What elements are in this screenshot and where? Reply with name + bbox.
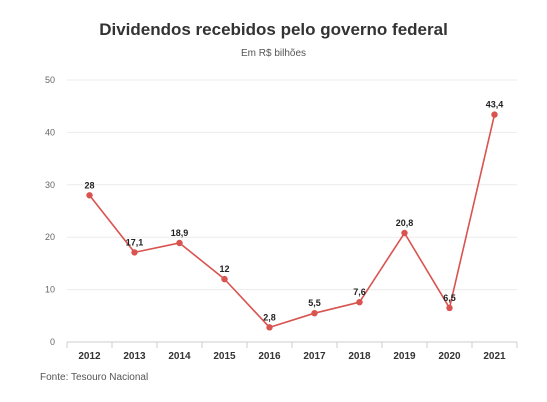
x-tick-label: 2015 [213, 351, 236, 362]
data-label: 5,5 [308, 298, 321, 308]
x-tick-label: 2019 [393, 351, 416, 362]
data-point[interactable] [401, 229, 408, 237]
series-dividendos [86, 111, 498, 331]
x-tick-label: 2014 [168, 351, 191, 362]
data-labels: 28 17,1 18,9 12 2,8 5,5 7,6 20,8 6,5 43,4 [84, 100, 503, 323]
chart-subtitle: Em R$ bilhões [240, 48, 307, 59]
data-point[interactable] [176, 239, 183, 247]
x-tick-label: 2018 [348, 351, 371, 362]
y-tick-label: 30 [45, 180, 55, 190]
data-label: 6,5 [443, 293, 456, 303]
x-axis: 2012 2013 2014 2015 2016 2017 2018 2019 2020 2021 [66, 342, 518, 362]
x-tick-label: 2021 [483, 351, 506, 362]
x-tick-label: 2020 [438, 351, 461, 362]
data-point[interactable] [491, 111, 498, 118]
data-label: 43,4 [486, 100, 504, 110]
y-tick-label: 50 [45, 75, 55, 85]
data-point[interactable] [266, 324, 273, 331]
data-point[interactable] [446, 304, 453, 312]
data-label: 7,6 [353, 287, 366, 297]
series-line [88, 114, 496, 329]
data-point[interactable] [221, 275, 228, 283]
data-point[interactable] [356, 298, 363, 306]
data-label: 17,1 [126, 237, 144, 247]
data-label: 20,8 [396, 218, 414, 228]
chart-title: Dividendos recebidos pelo governo federa… [99, 20, 448, 39]
x-tick-label: 2012 [78, 351, 101, 362]
data-label: 12 [219, 264, 229, 274]
y-axis: 0 10 20 30 40 50 [45, 75, 55, 347]
x-tick-label: 2016 [258, 351, 281, 362]
data-point[interactable] [131, 249, 138, 256]
data-point[interactable] [86, 192, 93, 199]
x-tick-label: 2017 [303, 351, 326, 362]
data-point[interactable] [311, 309, 318, 317]
data-label: 18,9 [171, 228, 189, 238]
data-label: 28 [84, 180, 94, 190]
y-tick-label: 0 [50, 337, 55, 347]
chart-source: Fonte: Tesouro Nacional [40, 372, 149, 383]
y-tick-label: 40 [45, 127, 55, 137]
x-tick-label: 2013 [123, 351, 146, 362]
y-tick-label: 10 [45, 285, 55, 295]
y-tick-label: 20 [45, 232, 55, 242]
data-label: 2,8 [263, 312, 276, 322]
